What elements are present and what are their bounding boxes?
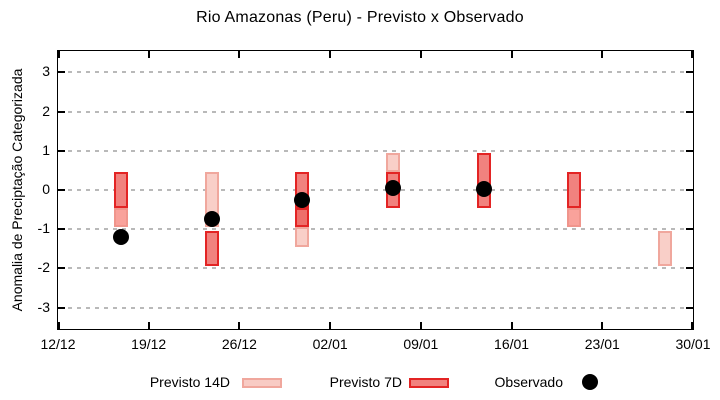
y-tick-mark	[58, 306, 65, 309]
forecast-bar-segment	[567, 207, 582, 228]
y-gridline	[59, 71, 692, 74]
y-tick-label: -2	[37, 259, 50, 276]
x-tick-mark	[419, 322, 422, 329]
x-tick-mark	[238, 51, 241, 58]
y-tick-mark	[58, 71, 65, 74]
x-tick-label: 23/01	[584, 336, 620, 352]
y-tick-label: -3	[37, 298, 50, 315]
legend-label-previsto-7d: Previsto 7D	[329, 374, 402, 390]
y-tick-mark	[58, 267, 65, 270]
legend-marker-observed-dot	[582, 374, 598, 390]
y-tick-label: 2	[42, 102, 50, 119]
x-tick-mark	[691, 51, 693, 58]
x-tick-mark	[601, 51, 604, 58]
y-gridline	[59, 149, 692, 152]
forecast-bar-segment	[113, 207, 128, 228]
forecast-bar-segment	[658, 231, 673, 267]
y-tick-mark	[686, 306, 693, 309]
x-tick-label: 30/01	[675, 336, 711, 352]
y-tick-mark	[686, 228, 693, 231]
y-tick-mark	[686, 267, 693, 270]
y-tick-label: -1	[37, 220, 50, 237]
y-tick-mark	[686, 189, 693, 191]
x-tick-label: 16/01	[494, 336, 530, 352]
x-tick-label: 12/12	[40, 336, 76, 352]
legend-label-observado: Observado	[494, 374, 563, 390]
observed-dot	[475, 181, 492, 198]
forecast-bar-segment	[476, 152, 491, 208]
y-tick-mark	[58, 189, 65, 191]
x-tick-mark	[510, 51, 513, 58]
y-tick-mark	[58, 228, 65, 231]
x-tick-mark	[147, 322, 150, 329]
y-gridline	[59, 267, 692, 270]
y-gridline	[59, 110, 692, 113]
legend-swatch-previsto-14d	[242, 378, 282, 388]
x-tick-mark	[510, 322, 513, 329]
x-tick-mark	[58, 322, 60, 329]
x-tick-label: 19/12	[131, 336, 167, 352]
y-tick-mark	[58, 110, 65, 113]
y-tick-label: 1	[42, 141, 50, 158]
y-tick-label: 3	[42, 63, 50, 80]
y-gridline	[59, 306, 692, 309]
forecast-bar-segment	[295, 227, 310, 247]
x-tick-mark	[238, 322, 241, 329]
legend-swatch-previsto-7d	[409, 378, 449, 388]
x-tick-mark	[58, 51, 60, 58]
x-tick-label: 02/01	[312, 336, 348, 352]
forecast-bar-segment	[295, 207, 310, 228]
observed-dot	[112, 229, 129, 245]
legend-label-previsto-14d: Previsto 14D	[149, 374, 230, 390]
forecast-bar-segment	[204, 231, 219, 267]
observed-dot	[384, 180, 401, 197]
observed-dot	[294, 191, 311, 208]
y-tick-mark	[58, 149, 65, 152]
forecast-bar-segment	[385, 152, 400, 173]
y-tick-label: 0	[42, 181, 50, 197]
observed-dot	[203, 211, 220, 228]
x-tick-mark	[419, 51, 422, 58]
chart-title: Rio Amazonas (Peru) - Previsto x Observa…	[196, 9, 524, 26]
x-tick-mark	[601, 322, 604, 329]
y-gridline	[59, 228, 692, 231]
x-tick-label: 09/01	[403, 336, 439, 352]
y-tick-mark	[686, 149, 693, 152]
x-tick-mark	[329, 51, 332, 58]
y-tick-mark	[686, 71, 693, 74]
x-tick-mark	[691, 322, 693, 329]
forecast-bar-segment	[567, 172, 582, 208]
x-tick-label: 26/12	[221, 336, 257, 352]
y-tick-mark	[686, 110, 693, 113]
plot-area	[57, 50, 694, 330]
forecast-bar-segment	[113, 172, 128, 208]
x-tick-mark	[329, 322, 332, 329]
y-gridline	[59, 189, 692, 191]
x-tick-mark	[147, 51, 150, 58]
